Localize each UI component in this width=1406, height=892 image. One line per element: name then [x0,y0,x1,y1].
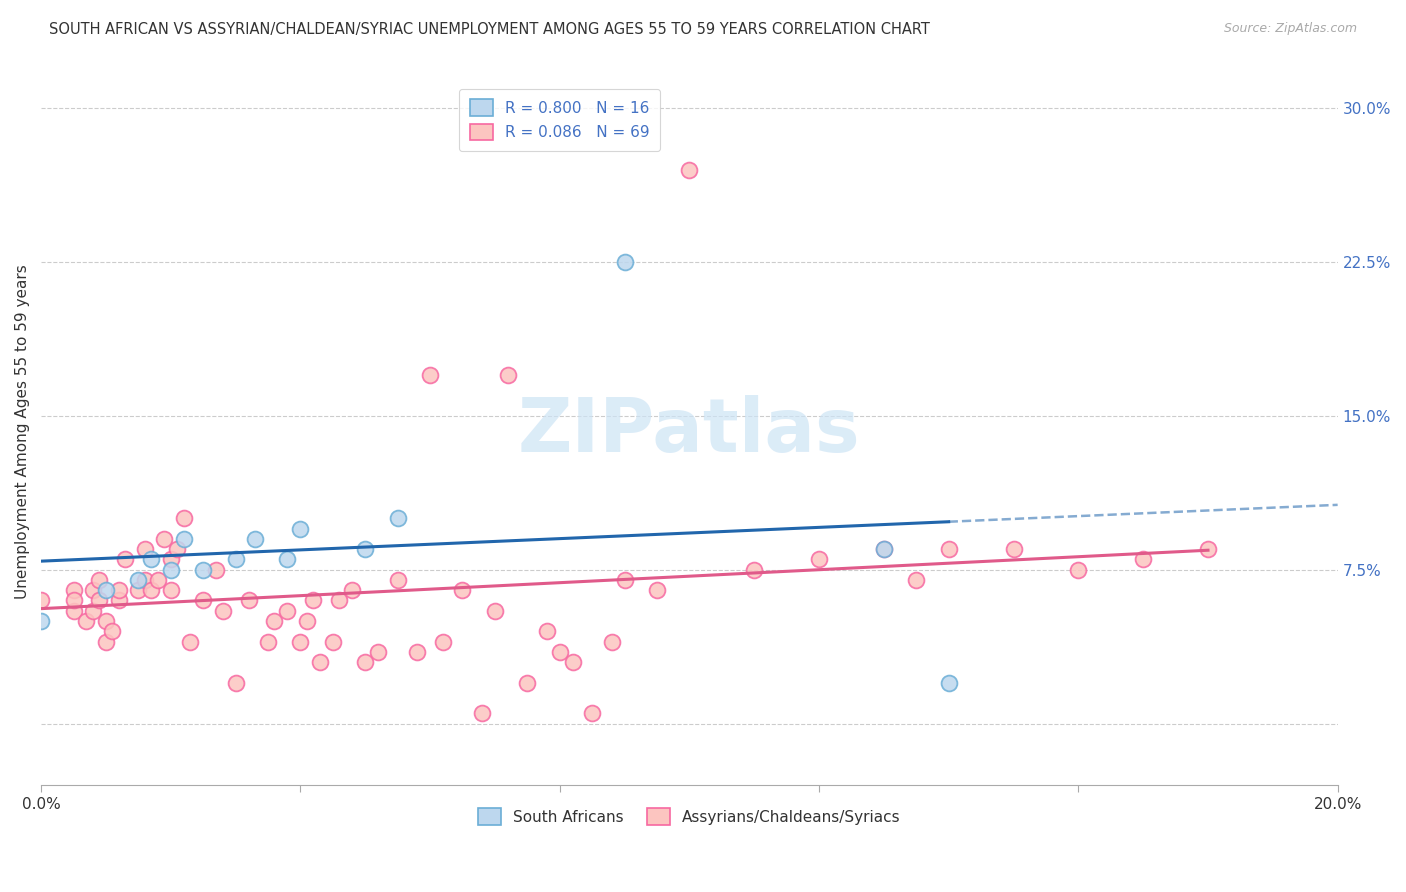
Point [225,552,247,566]
Point [193,563,215,577]
Point [89,573,111,587]
Point [516,675,538,690]
Point [613,573,636,587]
Point [873,542,896,557]
Point [94,634,117,648]
Point [561,655,583,669]
Y-axis label: Unemployment Among Ages 55 to 59 years: Unemployment Among Ages 55 to 59 years [15,264,30,599]
Point [134,573,156,587]
Point [62,583,84,598]
Point [276,552,298,566]
Point [905,573,928,587]
Point [354,542,377,557]
Point [548,645,571,659]
Point [387,573,409,587]
Point [173,532,195,546]
Point [645,583,668,598]
Point [94,583,117,598]
Point [536,624,558,639]
Point [159,552,181,566]
Point [146,573,169,587]
Point [342,583,364,598]
Point [30,593,52,607]
Point [114,552,136,566]
Point [1132,552,1154,566]
Text: Source: ZipAtlas.com: Source: ZipAtlas.com [1223,22,1357,36]
Point [108,583,131,598]
Point [134,542,156,557]
Point [1197,542,1219,557]
Point [82,583,104,598]
Point [179,634,201,648]
Point [678,162,700,177]
Point [471,706,494,721]
Point [238,593,260,607]
Point [354,655,377,669]
Point [276,604,298,618]
Text: SOUTH AFRICAN VS ASSYRIAN/CHALDEAN/SYRIAC UNEMPLOYMENT AMONG AGES 55 TO 59 YEARS: SOUTH AFRICAN VS ASSYRIAN/CHALDEAN/SYRIA… [49,22,931,37]
Point [173,511,195,525]
Point [62,604,84,618]
Point [141,552,163,566]
Point [290,634,312,648]
Point [496,368,519,382]
Point [613,255,636,269]
Point [600,634,623,648]
Point [873,542,896,557]
Point [166,542,188,557]
Point [1002,542,1025,557]
Point [193,593,215,607]
Point [205,563,228,577]
Point [451,583,474,598]
Legend: South Africans, Assyrians/Chaldeans/Syriacs: South Africans, Assyrians/Chaldeans/Syri… [470,799,910,834]
Point [295,614,318,628]
Point [257,634,280,648]
Point [328,593,350,607]
Point [938,675,960,690]
Point [211,604,233,618]
Point [419,368,441,382]
Point [263,614,285,628]
Point [94,614,117,628]
Point [1067,563,1090,577]
Point [387,511,409,525]
Point [62,593,84,607]
Point [153,532,176,546]
Point [742,563,765,577]
Point [432,634,454,648]
Point [290,522,312,536]
Point [127,573,149,587]
Point [243,532,266,546]
Point [302,593,325,607]
Point [108,593,131,607]
Point [89,593,111,607]
Point [581,706,603,721]
Point [127,583,149,598]
Point [82,604,104,618]
Text: ZIPatlas: ZIPatlas [517,395,860,467]
Point [367,645,389,659]
Point [159,583,181,598]
Point [938,542,960,557]
Point [30,614,52,628]
Point [159,563,181,577]
Point [484,604,506,618]
Point [808,552,831,566]
Point [225,675,247,690]
Point [308,655,330,669]
Point [76,614,98,628]
Point [406,645,429,659]
Point [101,624,124,639]
Point [322,634,344,648]
Point [141,583,163,598]
